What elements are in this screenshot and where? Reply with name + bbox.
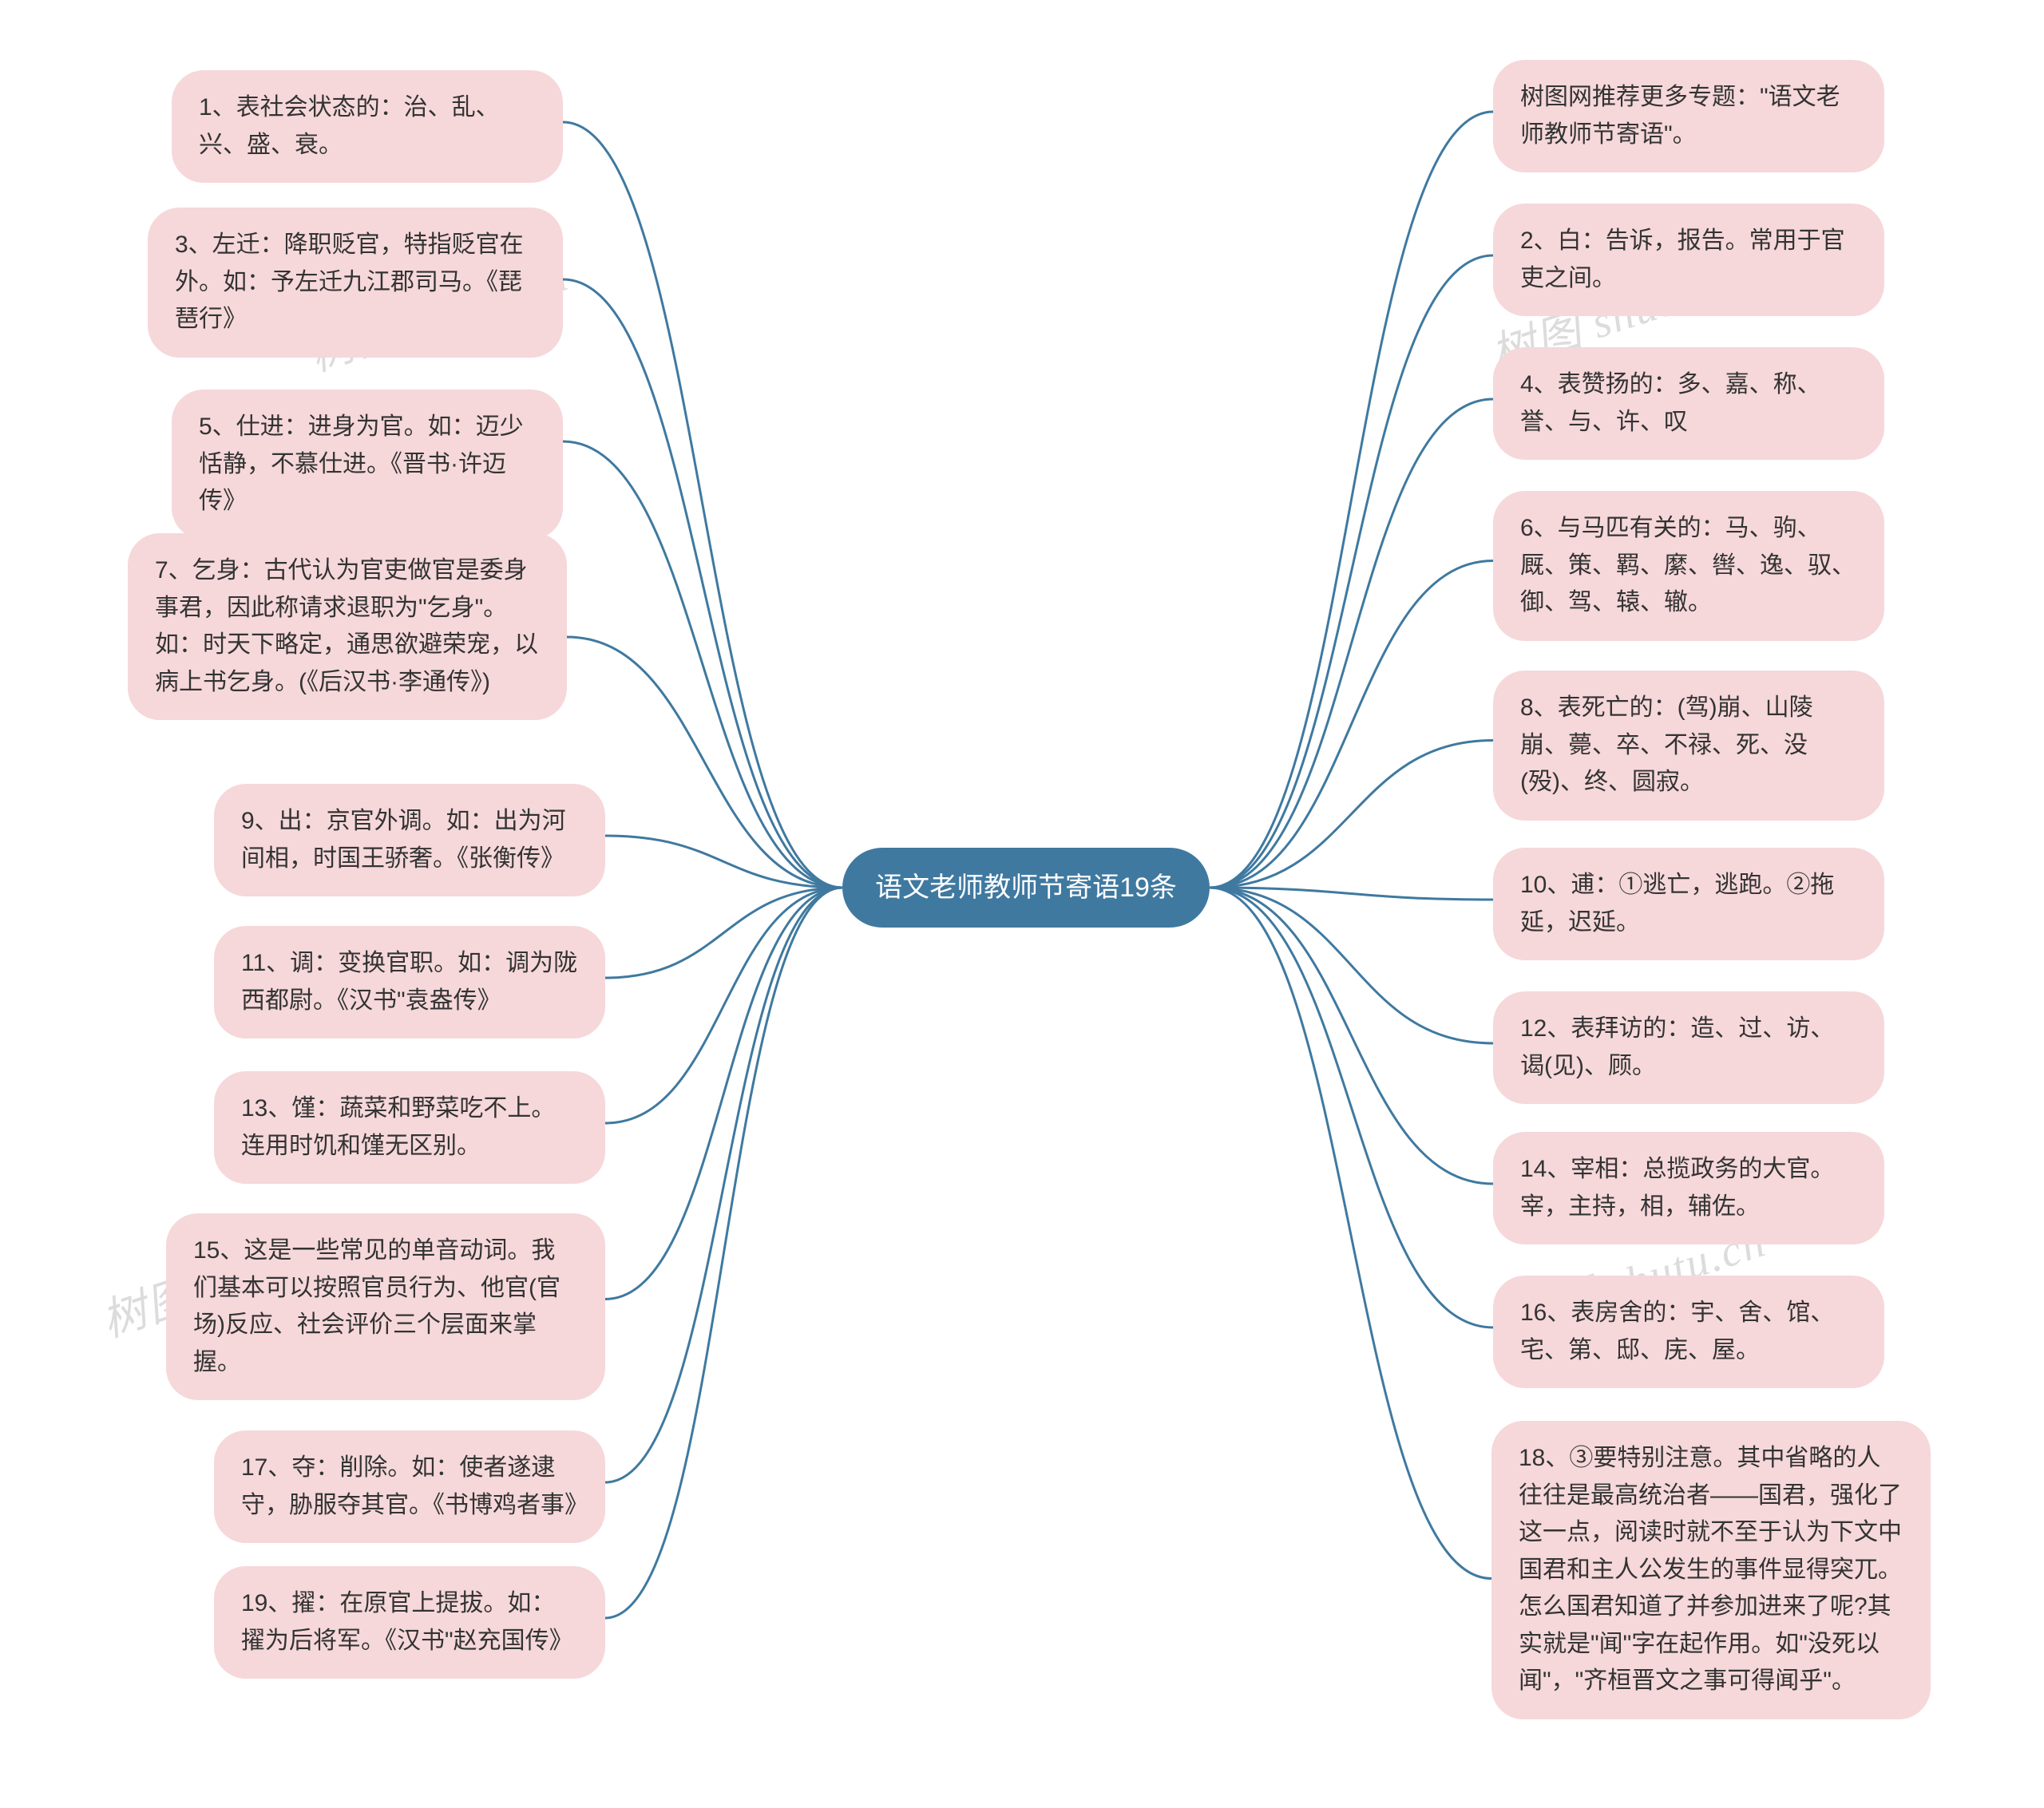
leaf-node-L7[interactable]: 7、乞身：古代认为官吏做官是委身事君，因此称请求退职为"乞身"。如：时天下略定，… [128,533,567,720]
leaf-node-R8[interactable]: 8、表死亡的：(驾)崩、山陵崩、薨、卒、不禄、死、没(殁)、终、圆寂。 [1493,671,1884,821]
leaf-node-R18[interactable]: 18、③要特别注意。其中省略的人往往是最高统治者——国君，强化了这一点，阅读时就… [1491,1421,1931,1719]
leaf-node-L15[interactable]: 15、这是一些常见的单音动词。我们基本可以按照官员行为、他官(官场)反应、社会评… [166,1213,605,1400]
leaf-node-L13[interactable]: 13、馑：蔬菜和野菜吃不上。连用时饥和馑无区别。 [214,1071,605,1184]
leaf-node-R14[interactable]: 14、宰相：总揽政务的大官。宰，主持，相，辅佐。 [1493,1132,1884,1244]
leaf-node-L1[interactable]: 1、表社会状态的：治、乱、兴、盛、衰。 [172,70,563,183]
leaf-node-L19[interactable]: 19、擢：在原官上提拔。如：擢为后将军。《汉书"赵充国传》 [214,1566,605,1679]
leaf-node-R0[interactable]: 树图网推荐更多专题："语文老师教师节寄语"。 [1493,60,1884,172]
center-node[interactable]: 语文老师教师节寄语19条 [842,848,1210,928]
leaf-node-L5[interactable]: 5、仕进：进身为官。如：迈少恬静，不慕仕进。《晋书·许迈传》 [172,390,563,540]
leaf-node-R10[interactable]: 10、逋：①逃亡，逃跑。②拖延，迟延。 [1493,848,1884,960]
leaf-node-R16[interactable]: 16、表房舍的：宇、舍、馆、宅、第、邸、庑、屋。 [1493,1276,1884,1388]
leaf-node-L17[interactable]: 17、夺：削除。如：使者遂逮守，胁服夺其官。《书博鸡者事》 [214,1430,605,1543]
leaf-node-R4[interactable]: 4、表赞扬的：多、嘉、称、誉、与、许、叹 [1493,347,1884,460]
leaf-node-L3[interactable]: 3、左迁：降职贬官，特指贬官在外。如：予左迁九江郡司马。《琵琶行》 [148,208,563,358]
leaf-node-L11[interactable]: 11、调：变换官职。如：调为陇西都尉。《汉书"袁盎传》 [214,926,605,1039]
leaf-node-R12[interactable]: 12、表拜访的：造、过、访、谒(见)、顾。 [1493,991,1884,1104]
leaf-node-R2[interactable]: 2、白：告诉，报告。常用于官吏之间。 [1493,204,1884,316]
leaf-node-R6[interactable]: 6、与马匹有关的：马、驹、厩、策、羁、縻、辔、逸、驭、御、驾、辕、辙。 [1493,491,1884,641]
leaf-node-L9[interactable]: 9、出：京官外调。如：出为河间相，时国王骄奢。《张衡传》 [214,784,605,896]
nodes-layer: 语文老师教师节寄语19条 1、表社会状态的：治、乱、兴、盛、衰。 3、左迁：降职贬官… [0,0,2044,1808]
